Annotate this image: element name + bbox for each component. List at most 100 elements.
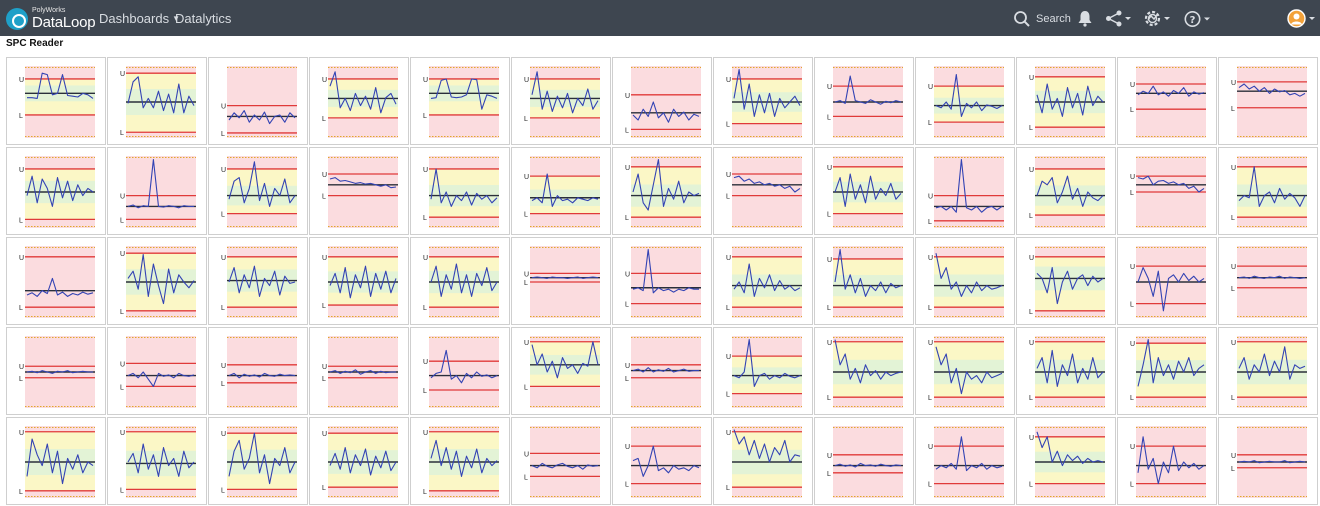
share-icon[interactable] [1105, 10, 1131, 27]
gear-icon[interactable] [1143, 9, 1171, 28]
lower-limit-label: L [1029, 309, 1033, 316]
control-chart: UL [827, 156, 903, 228]
logo-product: DataLoop [32, 14, 96, 31]
measurement-series-line [632, 101, 700, 123]
measurement-series-line [1137, 175, 1205, 193]
control-chart: UL [423, 246, 499, 318]
out-of-control-zone [1237, 66, 1307, 138]
control-chart: UL [19, 156, 95, 228]
upper-limit-label: U [928, 340, 933, 347]
control-chart: UL [524, 246, 600, 318]
user-avatar-icon[interactable] [1287, 9, 1317, 28]
search-icon[interactable] [1013, 10, 1031, 28]
lower-limit-label: L [827, 305, 831, 312]
lower-limit-label: L [827, 212, 831, 219]
lower-limit-label: L [322, 116, 326, 123]
lower-limit-label: L [322, 194, 326, 201]
nav-dashboards-menu[interactable]: Dashboards ▼ [99, 11, 180, 26]
control-chart: UL [726, 66, 802, 138]
lower-limit-label: L [726, 485, 730, 492]
search-label[interactable]: Search [1036, 13, 1071, 25]
measurement-series-line [834, 462, 902, 468]
bell-icon[interactable] [1077, 10, 1093, 27]
nav-datalytics-link[interactable]: Datalytics [175, 11, 231, 26]
control-chart: UL [1029, 246, 1105, 318]
lower-limit-label: L [423, 489, 427, 496]
measurement-series-line [127, 159, 194, 209]
svg-text:?: ? [1190, 15, 1196, 26]
control-chart: UL [423, 66, 499, 138]
app-logo[interactable]: PolyWorks DataLoop [6, 6, 96, 32]
control-chart: UL [1029, 66, 1105, 138]
control-chart: UL [322, 246, 398, 318]
help-icon[interactable]: ? [1184, 10, 1212, 28]
measurement-series-line [228, 372, 296, 379]
